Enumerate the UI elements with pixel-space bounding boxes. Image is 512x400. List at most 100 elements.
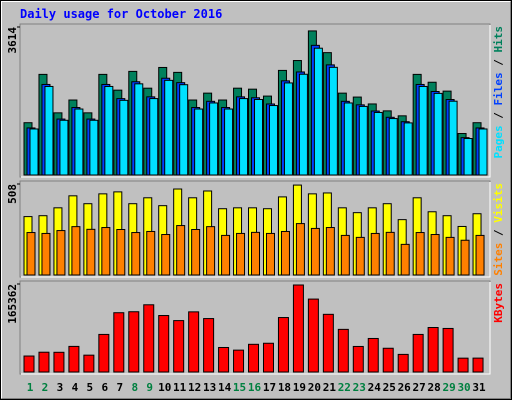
bar [254,98,264,176]
bar [445,236,455,276]
x-tick-label: 25 [383,381,396,394]
bar [370,232,380,276]
bar [385,231,395,276]
bar [400,243,410,276]
bar [457,357,469,373]
legend-entry: Files [492,72,505,105]
bar [239,98,249,176]
bar [224,108,234,176]
bar [194,108,204,176]
bar [86,228,96,276]
bar [268,105,278,176]
bar [388,118,398,176]
x-tick-label: 22 [338,381,351,394]
bar [382,347,394,373]
bar [418,85,428,176]
bar [233,349,245,373]
x-tick-label: 27 [413,381,426,394]
bar [403,122,413,176]
legend-entry: KBytes [492,283,505,323]
bar [176,225,186,276]
bar [206,226,216,276]
bar [472,357,484,373]
x-tick-label: 28 [428,381,441,394]
bar [283,82,293,176]
x-tick-label: 9 [146,381,153,394]
x-tick-label: 15 [233,381,246,394]
bar [343,102,353,176]
x-tick-label: 2 [42,381,49,394]
bar [101,227,111,276]
x-tick-label: 7 [116,381,123,394]
bar [209,102,219,176]
y-tick-label: 508 [6,184,19,204]
bar [328,66,338,176]
legend-separator: / [492,53,505,73]
legend-entry: Visits [492,183,505,223]
bar [29,128,39,176]
bar [83,354,95,373]
x-tick-label: 26 [398,381,412,394]
bar [164,79,174,176]
bar [475,234,485,276]
bar [460,239,470,276]
legend: Sites / Visits [492,183,505,276]
bar [277,317,289,373]
bar [412,333,424,373]
x-tick-label: 31 [472,381,486,394]
bar [74,108,84,176]
x-tick-label: 20 [308,381,321,394]
bar [53,351,65,373]
bar [119,99,129,176]
y-tick-label: 3614 [6,27,19,54]
bar [280,230,290,276]
panel-bevel [21,282,491,375]
bar [113,312,125,373]
x-tick-label: 17 [263,381,276,394]
bar [295,223,305,276]
bar [41,232,51,276]
bar [337,328,349,373]
bar [298,73,308,176]
legend: Pages / Files / Hits [492,26,505,159]
legend-entry: Hits [492,26,505,53]
bar [116,229,126,276]
bar [179,84,189,176]
bar [71,226,81,276]
bar [191,229,201,276]
bar [104,85,114,176]
legend-entry: Sites [492,243,505,276]
bar [89,119,99,176]
x-tick-label: 14 [218,381,232,394]
x-tick-label: 1 [27,381,34,394]
bar [173,320,185,373]
x-tick-label: 21 [323,381,337,394]
panel-bevel [21,25,491,178]
bar [149,98,159,176]
bar [38,351,50,373]
legend: KBytes [492,283,505,323]
bar [325,227,335,276]
y-tick-label: 165362 [6,284,19,324]
bar [367,337,379,373]
bar [98,333,110,373]
x-tick-label: 16 [248,381,262,394]
bar [310,227,320,276]
bar [340,234,350,276]
bar [448,100,458,176]
bar [397,353,409,373]
bar [313,47,323,176]
bar [188,311,200,373]
bar [442,327,454,373]
bar [322,313,334,373]
bar [23,355,35,373]
chart-title: Daily usage for October 2016 [20,7,222,21]
bar [427,327,439,373]
legend-separator: / [492,106,505,126]
legend-separator: / [492,223,505,243]
bar [251,231,261,276]
bar [218,346,230,373]
x-tick-label: 13 [203,381,216,394]
